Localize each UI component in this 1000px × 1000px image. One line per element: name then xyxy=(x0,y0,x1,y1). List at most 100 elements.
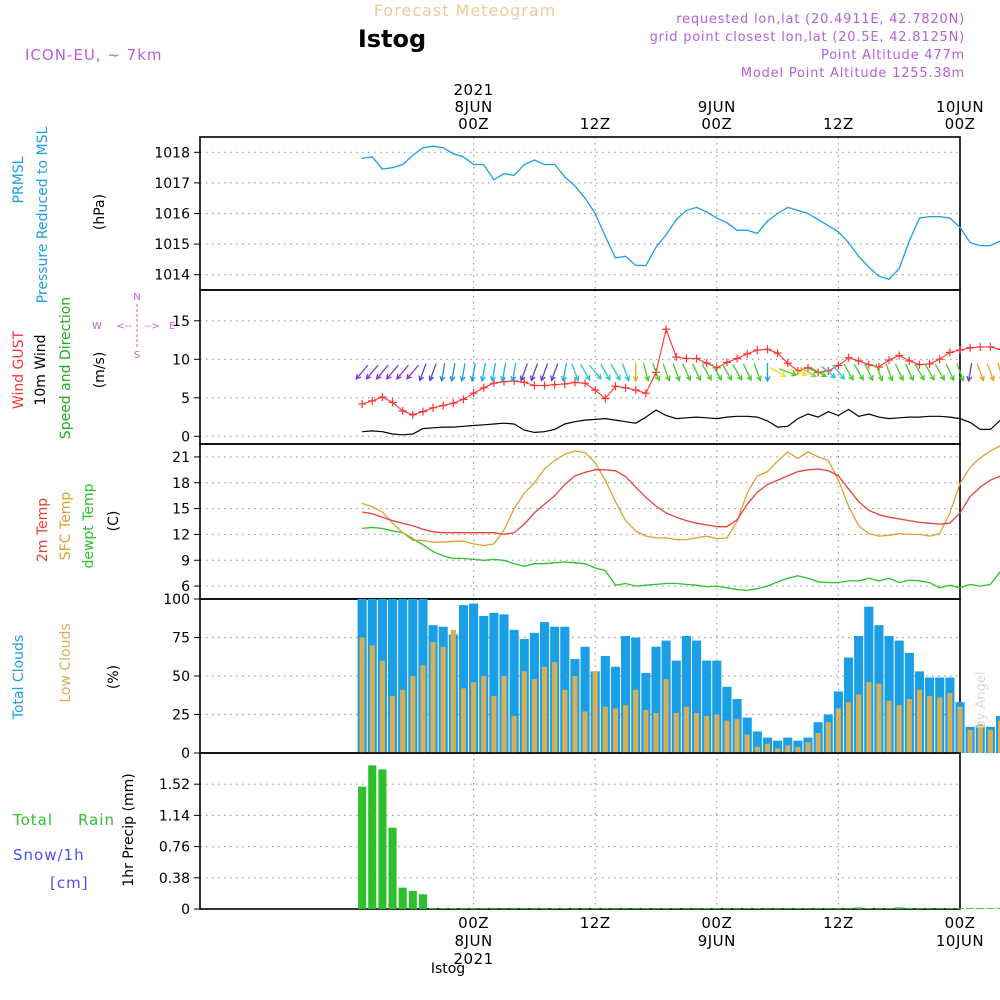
rain-bar xyxy=(682,908,691,909)
low-cloud-bar xyxy=(633,689,639,753)
rain-bar xyxy=(499,908,509,909)
pressure-point xyxy=(706,211,708,213)
pressure-point xyxy=(888,278,890,280)
wind-arrow xyxy=(385,364,399,380)
pressure-point xyxy=(969,241,971,244)
rain-bar xyxy=(966,908,975,909)
pressure-labels: PRMSL Pressure Reduced to MSL (hPa) xyxy=(11,126,108,303)
gust-marker xyxy=(915,360,924,369)
low-clouds-label: Low Clouds xyxy=(58,623,74,702)
pressure-point xyxy=(614,257,617,259)
gust-marker xyxy=(378,393,387,402)
low-cloud-bar xyxy=(744,734,750,753)
low-cloud-bar xyxy=(724,720,730,753)
wind-labels: Wind GUST 10m Wind Speed and Direction (m/s… xyxy=(11,297,108,439)
rain-bar xyxy=(520,908,529,909)
low-cloud-bar xyxy=(694,712,700,753)
pressure-point xyxy=(766,220,769,222)
total-cloud-bar xyxy=(702,660,712,753)
total-cloud-bar xyxy=(387,599,398,753)
low-cloud-bar xyxy=(835,708,841,753)
pressure-point xyxy=(918,217,921,219)
gust-marker xyxy=(966,343,975,352)
rain-bar xyxy=(368,765,377,909)
pressure-point xyxy=(908,240,910,242)
total-cloud-bar xyxy=(752,731,762,753)
wind-arrow xyxy=(742,363,752,382)
compass-east-arrow: --> xyxy=(144,321,160,332)
rain-bar xyxy=(925,908,934,909)
rain-bar xyxy=(955,908,965,909)
wind-arrow xyxy=(701,363,712,381)
rain-bar xyxy=(905,908,914,909)
gust-marker xyxy=(439,401,448,410)
y-tick-label: 21 xyxy=(172,450,190,466)
gust-marker xyxy=(956,346,964,355)
compass-west-arrow: <-- xyxy=(116,321,132,332)
gust-marker xyxy=(976,342,985,351)
gust-marker xyxy=(996,345,1000,354)
wind-arrow xyxy=(428,363,437,382)
wind-arrow xyxy=(966,363,973,383)
gust-marker xyxy=(479,383,488,392)
wind-arrow xyxy=(799,366,817,378)
wind-arrow xyxy=(810,366,828,378)
rain-bar xyxy=(672,908,681,909)
low-cloud-bar xyxy=(440,646,446,753)
pressure-point xyxy=(462,156,465,158)
wind-arrow xyxy=(642,363,651,383)
wind-arrow xyxy=(956,363,965,382)
rain-label: Rain xyxy=(78,811,115,829)
rain-bar xyxy=(489,908,498,909)
gust-marker xyxy=(692,354,701,363)
top-axis-label: 12Z xyxy=(580,115,611,133)
wind-arrow xyxy=(529,363,539,382)
y-tick-label: 0 xyxy=(181,902,190,918)
panel-frame xyxy=(199,443,961,600)
wind-arrow xyxy=(914,363,925,381)
y-tick-label: 12 xyxy=(172,527,190,543)
low-cloud-bar xyxy=(582,711,588,753)
gust-marker xyxy=(874,363,883,371)
rain-bar xyxy=(408,890,417,909)
bottom-axis-label: 00Z xyxy=(458,914,489,932)
wind-arrow xyxy=(500,363,507,383)
wind-speed-line xyxy=(362,408,1000,436)
wind-arrow xyxy=(510,363,517,383)
gust-marker xyxy=(945,348,954,357)
gust-marker xyxy=(418,407,427,416)
gust-marker xyxy=(388,398,397,407)
panel-temperature: 6 9 12 15 18 21 2m Temp SFC Temp dewpt Temp (C) xyxy=(35,443,1000,600)
pressure-point xyxy=(979,245,981,247)
gust-marker xyxy=(469,389,478,398)
top-time-axis: 20218JUN00Z12Z9JUN00Z12Z10JUN00Z12Z xyxy=(454,81,984,133)
panel-wind: 0 5 10 15 Wind GUST 10m Wind Speed and Directi… xyxy=(11,290,1000,445)
pressure-point xyxy=(473,163,475,166)
pressure-point xyxy=(939,215,941,218)
pressure-point xyxy=(655,246,657,248)
gust-marker xyxy=(611,382,620,391)
model-name: ICON-EU, ~ 7km xyxy=(25,46,163,64)
low-cloud-bar xyxy=(714,714,720,753)
low-cloud-bar xyxy=(825,722,831,753)
gust-marker xyxy=(540,381,549,390)
rain-bar xyxy=(814,908,823,909)
bottom-axis-label: 12Z xyxy=(580,914,611,932)
rain-bar xyxy=(378,769,387,909)
rain-bar xyxy=(722,908,731,909)
low-cloud-bar xyxy=(927,696,933,753)
pressure-point xyxy=(898,267,900,270)
pressure-point xyxy=(594,212,596,215)
rain-bar xyxy=(895,907,904,909)
wind-arrow xyxy=(864,363,874,382)
gust-marker xyxy=(773,349,782,358)
low-cloud-bar xyxy=(592,671,598,753)
low-cloud-bar xyxy=(663,679,669,753)
low-cloud-bar xyxy=(460,688,466,753)
y-tick-label: 0.38 xyxy=(159,871,190,887)
wind-arrow xyxy=(789,368,808,377)
top-axis-label: 10JUN xyxy=(936,98,984,116)
gust-marker xyxy=(489,379,498,388)
rain-bar xyxy=(712,908,721,909)
total-cloud-bar xyxy=(398,599,408,753)
